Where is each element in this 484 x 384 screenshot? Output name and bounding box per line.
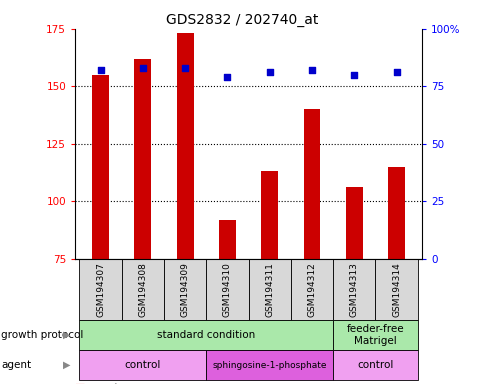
Bar [206,350,333,380]
Bar [387,167,404,384]
Bar [333,320,417,350]
Point [223,74,231,80]
Point [392,70,400,76]
Text: ■: ■ [75,383,86,384]
Bar [261,171,278,384]
Bar [164,259,206,320]
Text: GSM194311: GSM194311 [265,262,273,317]
Text: GSM194314: GSM194314 [391,262,400,317]
Point [307,67,315,73]
Text: GSM194313: GSM194313 [349,262,358,317]
Point [139,65,147,71]
Bar [290,259,333,320]
Point [96,67,104,73]
Point [349,72,357,78]
Text: agent: agent [1,360,31,370]
Text: GSM194307: GSM194307 [96,262,105,317]
Text: growth protocol: growth protocol [1,330,83,340]
Bar [92,75,109,384]
Bar [333,350,417,380]
Text: GSM194310: GSM194310 [223,262,231,317]
Bar [375,259,417,320]
Bar [79,320,333,350]
Text: GSM194308: GSM194308 [138,262,147,317]
Text: ▶: ▶ [62,330,70,340]
Bar [303,109,320,384]
Text: control: control [124,360,161,370]
Bar [176,33,193,384]
Text: GSM194309: GSM194309 [180,262,189,317]
Text: count: count [90,383,119,384]
Bar [121,259,164,320]
Text: growth protocol: growth protocol [0,383,1,384]
Bar [248,259,290,320]
Bar [206,259,248,320]
Bar [79,350,206,380]
Bar [345,187,362,384]
Text: ▶: ▶ [62,360,70,370]
Point [181,65,189,71]
Bar [134,59,151,384]
Text: GDS2832 / 202740_at: GDS2832 / 202740_at [0,383,1,384]
Point [265,70,273,76]
Text: control: control [357,360,393,370]
Text: sphingosine-1-phosphate: sphingosine-1-phosphate [212,361,326,369]
Text: feeder-free
Matrigel: feeder-free Matrigel [346,324,403,346]
Text: GSM194312: GSM194312 [307,262,316,317]
Bar [79,259,121,320]
Text: GDS2832 / 202740_at: GDS2832 / 202740_at [166,13,318,27]
Bar [218,220,235,384]
Bar [333,259,375,320]
Text: standard condition: standard condition [157,330,255,340]
Text: agent: agent [0,383,1,384]
